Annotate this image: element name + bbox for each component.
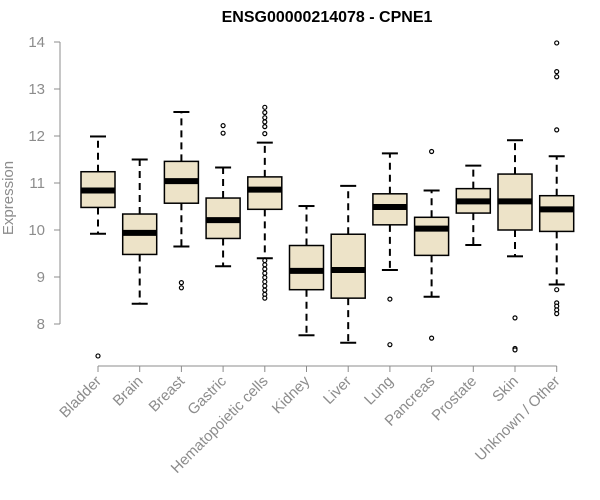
box-group [163, 111, 200, 291]
outlier-point [554, 74, 560, 80]
y-tick-label: 14 [28, 34, 45, 51]
outlier-point [262, 104, 268, 110]
x-tick-label: Liver [320, 373, 355, 408]
y-axis: 8 9 10 11 12 13 14 [28, 34, 61, 333]
outlier-point [262, 109, 268, 116]
y-axis-label: Expression [0, 161, 17, 235]
outlier-point [178, 280, 184, 286]
outlier-point [220, 130, 226, 136]
outlier-point [387, 342, 393, 348]
box-group [497, 139, 533, 353]
box-iqr [288, 244, 325, 291]
box-iqr [413, 216, 450, 257]
x-tick-label: Skin [489, 373, 522, 406]
box-iqr [247, 176, 283, 211]
outlier-point [554, 311, 560, 317]
outlier-point [554, 287, 560, 293]
plot-area [80, 40, 575, 359]
outlier-point [429, 335, 435, 341]
outlier-point [554, 69, 560, 75]
outlier-point [262, 257, 268, 264]
outlier-point [554, 127, 560, 133]
outlier-point [512, 347, 518, 353]
outlier-point [262, 262, 268, 268]
box-group [413, 148, 450, 341]
x-tick-label: Kidney [269, 372, 314, 417]
x-tick-label: Bladder [56, 373, 105, 422]
box-group [330, 184, 366, 344]
box-group [80, 135, 116, 359]
y-tick-label: 11 [29, 175, 45, 192]
box-group [455, 164, 492, 247]
outlier-point [262, 279, 268, 285]
outlier-point [262, 266, 268, 272]
x-tick-label: Prostate [429, 373, 481, 425]
outlier-point [262, 131, 268, 137]
box-group [121, 158, 158, 305]
x-tick-label: Breast [146, 372, 189, 415]
outlier-point [262, 119, 268, 125]
outlier-point [262, 295, 268, 301]
x-tick-label: Lung [361, 373, 397, 409]
outlier-point [262, 270, 268, 276]
y-tick-label: 13 [28, 81, 45, 98]
outlier-point [178, 285, 184, 291]
box-iqr [538, 194, 575, 233]
outlier-point [554, 40, 560, 46]
outlier-point [262, 274, 268, 281]
outlier-point [512, 315, 518, 321]
box-group [538, 40, 575, 317]
y-tick-label: 8 [37, 316, 45, 333]
outlier-point [429, 148, 435, 155]
box-group [288, 205, 325, 337]
outlier-point [262, 123, 268, 130]
outlier-point [220, 123, 226, 129]
box-group [247, 104, 283, 301]
outlier-point [262, 283, 268, 289]
box-group [372, 152, 408, 348]
x-tick-label: Brain [110, 373, 147, 410]
outlier-point [387, 296, 393, 302]
outlier-point [262, 287, 268, 293]
chart-title: ENSG00000214078 - CPNE1 [222, 9, 433, 26]
box-group [205, 123, 241, 268]
y-tick-label: 10 [28, 222, 45, 239]
box-iqr [330, 233, 366, 299]
outlier-point [262, 115, 268, 121]
y-tick-label: 9 [37, 269, 45, 286]
y-tick-label: 12 [28, 128, 45, 145]
outlier-point [95, 353, 101, 359]
